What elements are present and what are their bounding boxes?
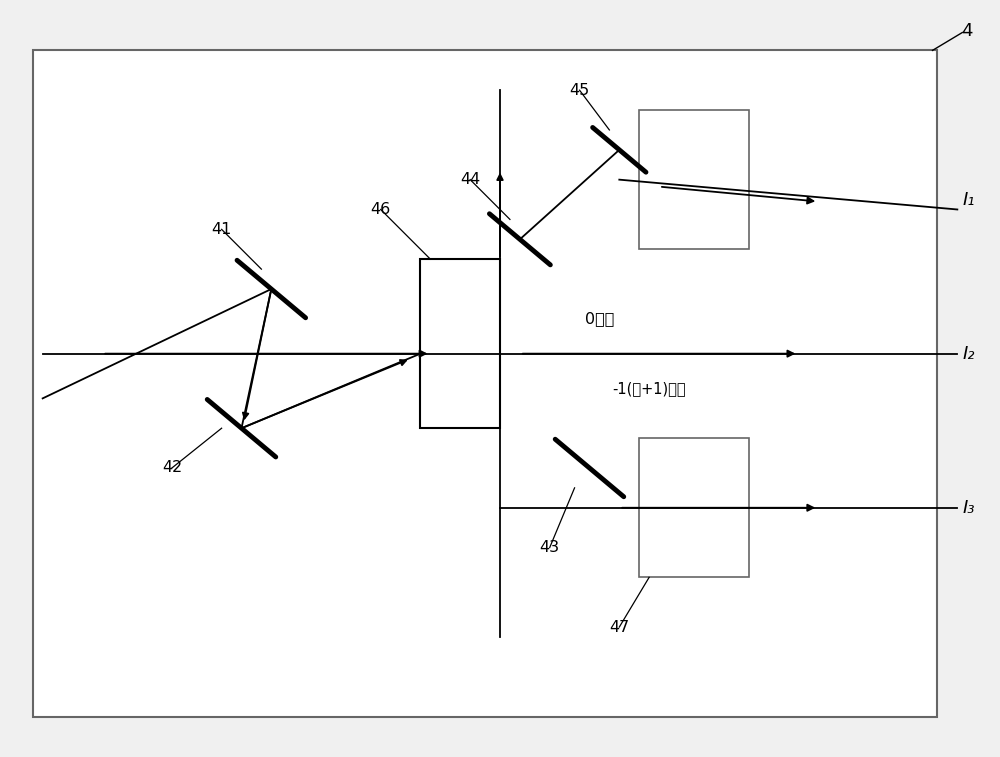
Text: 42: 42 — [162, 460, 182, 475]
Bar — [639, 110, 749, 249]
Bar — [420, 259, 500, 428]
Text: 45: 45 — [569, 83, 590, 98]
Text: I₁: I₁ — [962, 191, 975, 208]
Text: I₂: I₂ — [962, 344, 975, 363]
Text: I₃: I₃ — [962, 499, 975, 517]
Text: -1(或+1)级光: -1(或+1)级光 — [612, 381, 686, 396]
Text: 43: 43 — [540, 540, 560, 555]
Bar — [33, 51, 937, 717]
Text: 44: 44 — [460, 172, 480, 187]
Text: 4: 4 — [962, 21, 973, 39]
Text: 41: 41 — [211, 222, 232, 237]
Text: 0级光: 0级光 — [585, 311, 614, 326]
Bar — [639, 438, 749, 578]
Text: 47: 47 — [609, 619, 629, 634]
Text: 46: 46 — [371, 202, 391, 217]
